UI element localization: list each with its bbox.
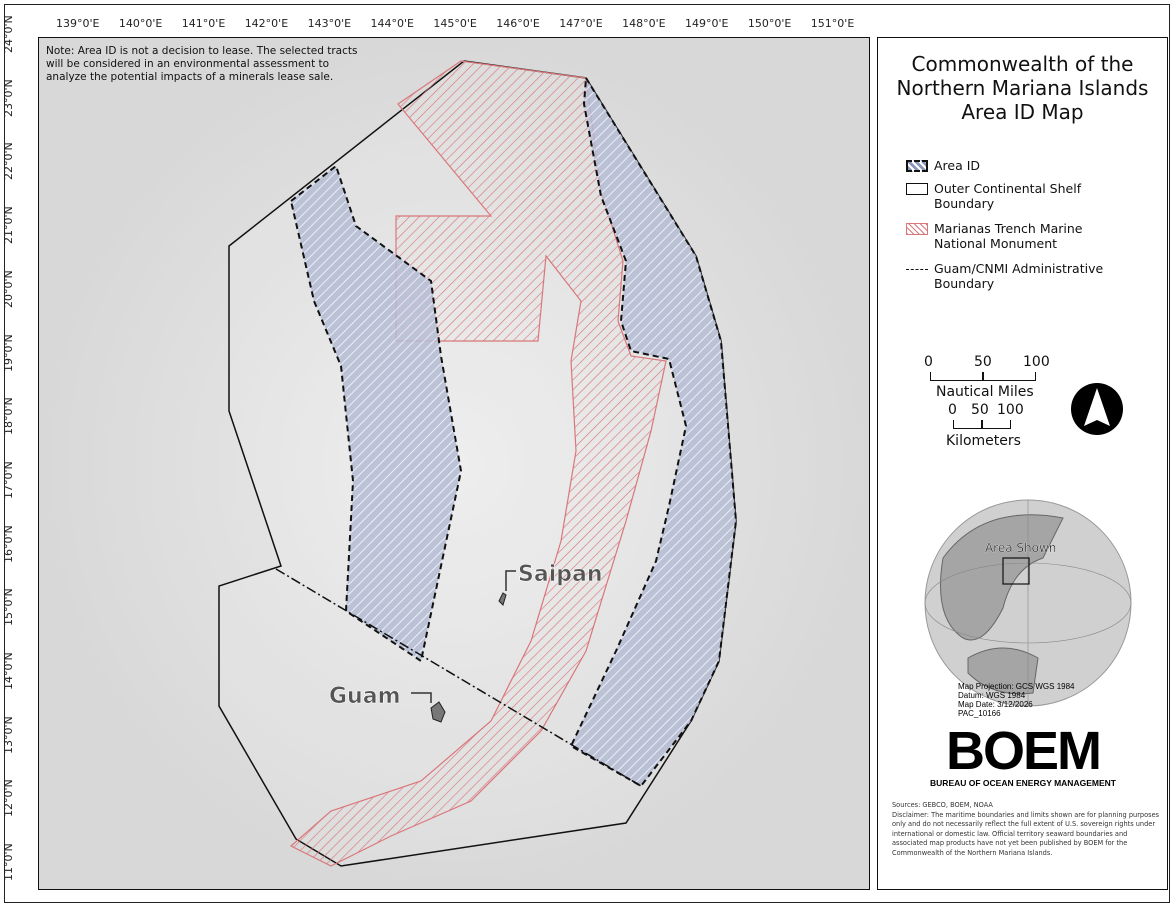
longitude-tick: 146°0'E bbox=[496, 17, 540, 30]
longitude-tick: 145°0'E bbox=[433, 17, 477, 30]
saipan-label: Saipan bbox=[518, 562, 603, 587]
map-area[interactable]: Saipan Guam bbox=[38, 37, 870, 890]
area-id-west bbox=[289, 164, 463, 663]
map-title: Commonwealth of the Northern Mariana Isla… bbox=[896, 52, 1149, 124]
legend-item-ocs: Outer Continental Shelf Boundary bbox=[906, 181, 1106, 211]
scale-bar-nm bbox=[930, 372, 1036, 381]
latitude-tick: 15°0'N bbox=[2, 588, 15, 627]
latitude-tick: 20°0'N bbox=[2, 270, 15, 308]
north-arrow-icon bbox=[1071, 383, 1123, 435]
legend-panel: Commonwealth of the Northern Mariana Isla… bbox=[877, 37, 1168, 890]
guam-label: Guam bbox=[329, 684, 401, 709]
inset-globe: Area Shown bbox=[924, 499, 1132, 707]
latitude-tick: 11°0'N bbox=[2, 843, 15, 882]
latitude-tick: 24°0'N bbox=[2, 15, 15, 53]
longitude-tick: 139°0'E bbox=[56, 17, 100, 30]
latitude-tick: 16°0'N bbox=[2, 524, 15, 563]
area-id-east bbox=[569, 74, 738, 788]
longitude-tick: 141°0'E bbox=[181, 17, 226, 30]
latitude-tick: 23°0'N bbox=[2, 78, 15, 117]
map-frame bbox=[4, 4, 1170, 903]
longitude-tick: 147°0'E bbox=[559, 17, 603, 30]
latitude-tick: 21°0'N bbox=[2, 206, 15, 245]
legend-item-area-id: Area ID bbox=[906, 158, 980, 173]
map-info: Map Projection: GCS WGS 1984 Datum: WGS 1… bbox=[958, 682, 1075, 718]
latitude-tick: 22°0'N bbox=[2, 142, 15, 181]
longitude-tick: 148°0'E bbox=[622, 17, 666, 30]
guam-island bbox=[430, 701, 446, 723]
legend-item-admin-boundary: Guam/CNMI Administrative Boundary bbox=[906, 261, 1126, 291]
latitude-tick: 12°0'N bbox=[2, 779, 15, 818]
latitude-tick: 19°0'N bbox=[2, 333, 15, 372]
latitude-tick: 18°0'N bbox=[2, 397, 15, 436]
longitude-tick: 151°0'E bbox=[810, 17, 855, 30]
longitude-tick: 150°0'E bbox=[747, 17, 792, 30]
longitude-tick: 144°0'E bbox=[370, 17, 414, 30]
marine-monument bbox=[289, 60, 667, 867]
disclaimer: Sources: GEBCO, BOEM, NOAA Disclaimer: Th… bbox=[892, 801, 1160, 857]
longitude-tick: 142°0'E bbox=[244, 17, 289, 30]
latitude-tick: 13°0'N bbox=[2, 715, 15, 754]
longitude-tick: 143°0'E bbox=[307, 17, 352, 30]
boem-logo: BOEM BUREAU OF OCEAN ENERGY MANAGEMENT bbox=[930, 721, 1116, 788]
scale-bar-km bbox=[953, 420, 1011, 429]
longitude-tick: 149°0'E bbox=[685, 17, 729, 30]
area-shown-box bbox=[1002, 557, 1030, 585]
note-text: Note: Area ID is not a decision to lease… bbox=[46, 45, 358, 83]
svg-text:Area Shown: Area Shown bbox=[985, 541, 1056, 555]
guam-cnmi-admin-boundary bbox=[275, 568, 642, 787]
saipan-island bbox=[498, 592, 507, 606]
longitude-tick: 140°0'E bbox=[118, 17, 163, 30]
latitude-tick: 17°0'N bbox=[2, 461, 15, 499]
latitude-tick: 14°0'N bbox=[2, 652, 15, 690]
legend-item-monument: Marianas Trench Marine National Monument bbox=[906, 221, 1106, 251]
